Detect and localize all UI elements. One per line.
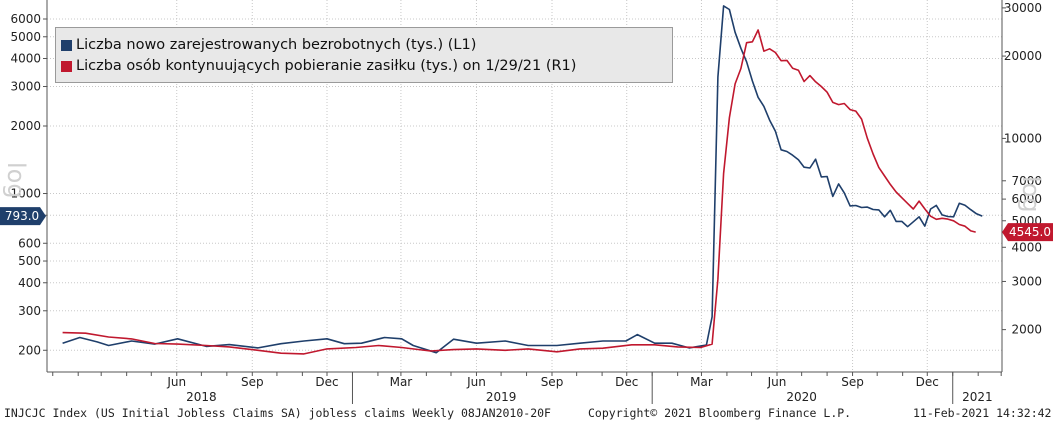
series-line-continuing-claims xyxy=(62,29,976,355)
axes: 2003004005006008001000200030004000500060… xyxy=(10,0,1042,404)
left-tick-label: 400 xyxy=(18,276,41,290)
footer-copyright: Copyright© 2021 Bloomberg Finance L.P. xyxy=(588,406,852,420)
x-month-label: Sep xyxy=(241,375,264,389)
left-tick-label: 1000 xyxy=(10,187,41,201)
last-value-text-left: 793.0 xyxy=(5,209,39,223)
last-value-tag-right xyxy=(1002,223,1053,242)
x-year-label: 2019 xyxy=(486,390,517,404)
x-month-label: Dec xyxy=(916,375,939,389)
right-tick-label: 3000 xyxy=(1011,274,1042,288)
right-tick-label: 20000 xyxy=(1004,49,1042,63)
footer-source: INJCJC Index (US Initial Jobless Claims … xyxy=(4,406,551,420)
last-value-text-right: 4545.0 xyxy=(1009,225,1051,239)
right-tick-label: 30000 xyxy=(1004,1,1042,15)
x-year-label: 2018 xyxy=(186,390,217,404)
x-month-label: Mar xyxy=(690,375,713,389)
legend-label-continuing-claims: Liczba osób kontynuujących pobieranie za… xyxy=(76,58,577,74)
right-tick-label: 4000 xyxy=(1011,240,1042,254)
last-value-tags: 793.0 4545.0 xyxy=(0,207,1053,242)
x-month-label: Jun xyxy=(767,375,787,389)
left-tick-label: 5000 xyxy=(10,30,41,44)
left-tick-label: 300 xyxy=(18,304,41,318)
x-month-label: Dec xyxy=(315,375,338,389)
right-tick-label: 10000 xyxy=(1004,131,1042,145)
left-axis-label: log xyxy=(2,162,30,199)
left-tick-label: 200 xyxy=(18,343,41,357)
x-year-label: 2021 xyxy=(962,390,993,404)
x-month-label: Mar xyxy=(390,375,413,389)
legend-item-continuing-claims: Liczba osób kontynuujących pobieranie za… xyxy=(61,56,576,76)
series-lines xyxy=(62,5,983,355)
left-tick-label: 500 xyxy=(18,254,41,268)
legend-swatch-continuing-claims xyxy=(61,60,72,72)
x-month-label: Sep xyxy=(841,375,864,389)
series-line-new-claims xyxy=(62,5,983,354)
right-axis-label: log xyxy=(1017,176,1045,213)
left-tick-label: 6000 xyxy=(10,12,41,26)
right-tick-label: 7000 xyxy=(1011,174,1042,188)
x-month-label: Jun xyxy=(466,375,486,389)
right-tick-label: 2000 xyxy=(1011,323,1042,337)
last-value-tag-left xyxy=(0,207,46,226)
right-tick-label: 6000 xyxy=(1011,192,1042,206)
x-month-label: Jun xyxy=(166,375,186,389)
legend: Liczba nowo zarejestrowanych bezrobotnyc… xyxy=(55,27,673,83)
left-tick-label: 4000 xyxy=(10,52,41,66)
legend-swatch-new-claims xyxy=(61,39,72,51)
footer-timestamp: 11-Feb-2021 14:32:42 xyxy=(913,406,1052,420)
left-tick-label: 2000 xyxy=(10,119,41,133)
legend-label-new-claims: Liczba nowo zarejestrowanych bezrobotnyc… xyxy=(76,37,477,53)
left-tick-label: 3000 xyxy=(10,80,41,94)
x-year-label: 2020 xyxy=(786,390,817,404)
left-tick-label: 600 xyxy=(18,236,41,250)
x-month-label: Dec xyxy=(615,375,638,389)
x-month-label: Sep xyxy=(541,375,564,389)
legend-item-new-claims: Liczba nowo zarejestrowanych bezrobotnyc… xyxy=(61,35,476,55)
